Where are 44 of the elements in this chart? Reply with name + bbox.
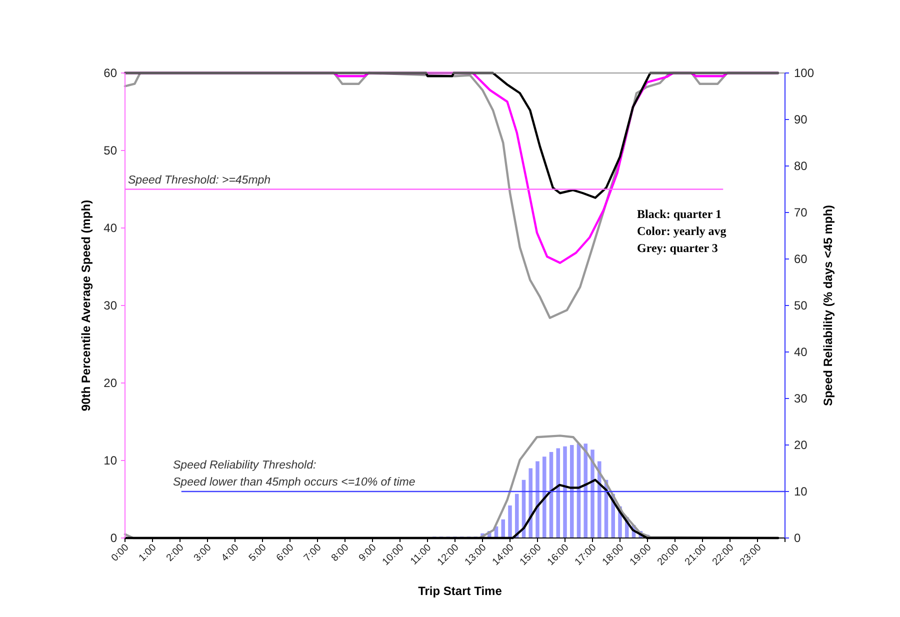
annotation: Grey: quarter 3 (637, 241, 718, 255)
y2-tick-label: 50 (794, 298, 808, 313)
x-tick-label: 3:00 (192, 542, 214, 564)
bar (514, 494, 519, 538)
y2-tick-label: 0 (794, 531, 801, 546)
x-tick-label: 8:00 (330, 542, 352, 564)
y-tick-label: 60 (104, 66, 118, 80)
y2-tick-label: 10 (794, 484, 808, 499)
x-tick-label: 5:00 (247, 542, 269, 564)
annotation: Black: quarter 1 (637, 207, 722, 221)
y2-tick-label: 70 (794, 206, 808, 220)
y-tick-label: 10 (104, 454, 118, 468)
bar (570, 445, 574, 538)
bar (542, 456, 546, 538)
y-tick-label: 30 (104, 298, 118, 313)
bar (501, 519, 506, 538)
x-tick-label: 4:00 (220, 542, 242, 564)
x-tick-label: 6:00 (274, 542, 296, 564)
bar (536, 461, 540, 538)
bar (584, 444, 588, 538)
annotation: Color: yearly avg (637, 224, 726, 238)
bar (508, 505, 512, 538)
bar (528, 468, 533, 538)
y2-tick-label: 30 (794, 392, 808, 406)
y2-tick-label: 100 (794, 66, 814, 80)
y2-tick-label: 40 (794, 345, 808, 360)
x-axis-title: Trip Start Time (418, 584, 502, 598)
y-tick-label: 20 (104, 376, 118, 390)
bar (590, 450, 594, 538)
bar (563, 446, 567, 538)
y-tick-label: 40 (104, 221, 118, 236)
y2-tick-label: 20 (794, 438, 808, 452)
y2-tick-label: 90 (794, 112, 808, 127)
bar (556, 448, 560, 538)
x-tick-label: 7:00 (302, 542, 324, 564)
x-tick-label: 9:00 (357, 542, 379, 564)
y-tick-label: 50 (104, 144, 118, 158)
y2-axis-title: Speed Reliability (% days <45 mph) (821, 204, 835, 406)
y2-tick-label: 80 (794, 159, 808, 174)
y-axis-title: 90th Percentile Average Speed (mph) (79, 200, 93, 412)
line-series (124, 72, 780, 199)
y2-tick-label: 60 (794, 252, 808, 266)
ref-line-label: Speed Reliability Threshold: Speed lower than 45mph occurs <=10% of time (173, 460, 416, 488)
ref-line-label: Speed Threshold: >=45mph (128, 174, 271, 186)
